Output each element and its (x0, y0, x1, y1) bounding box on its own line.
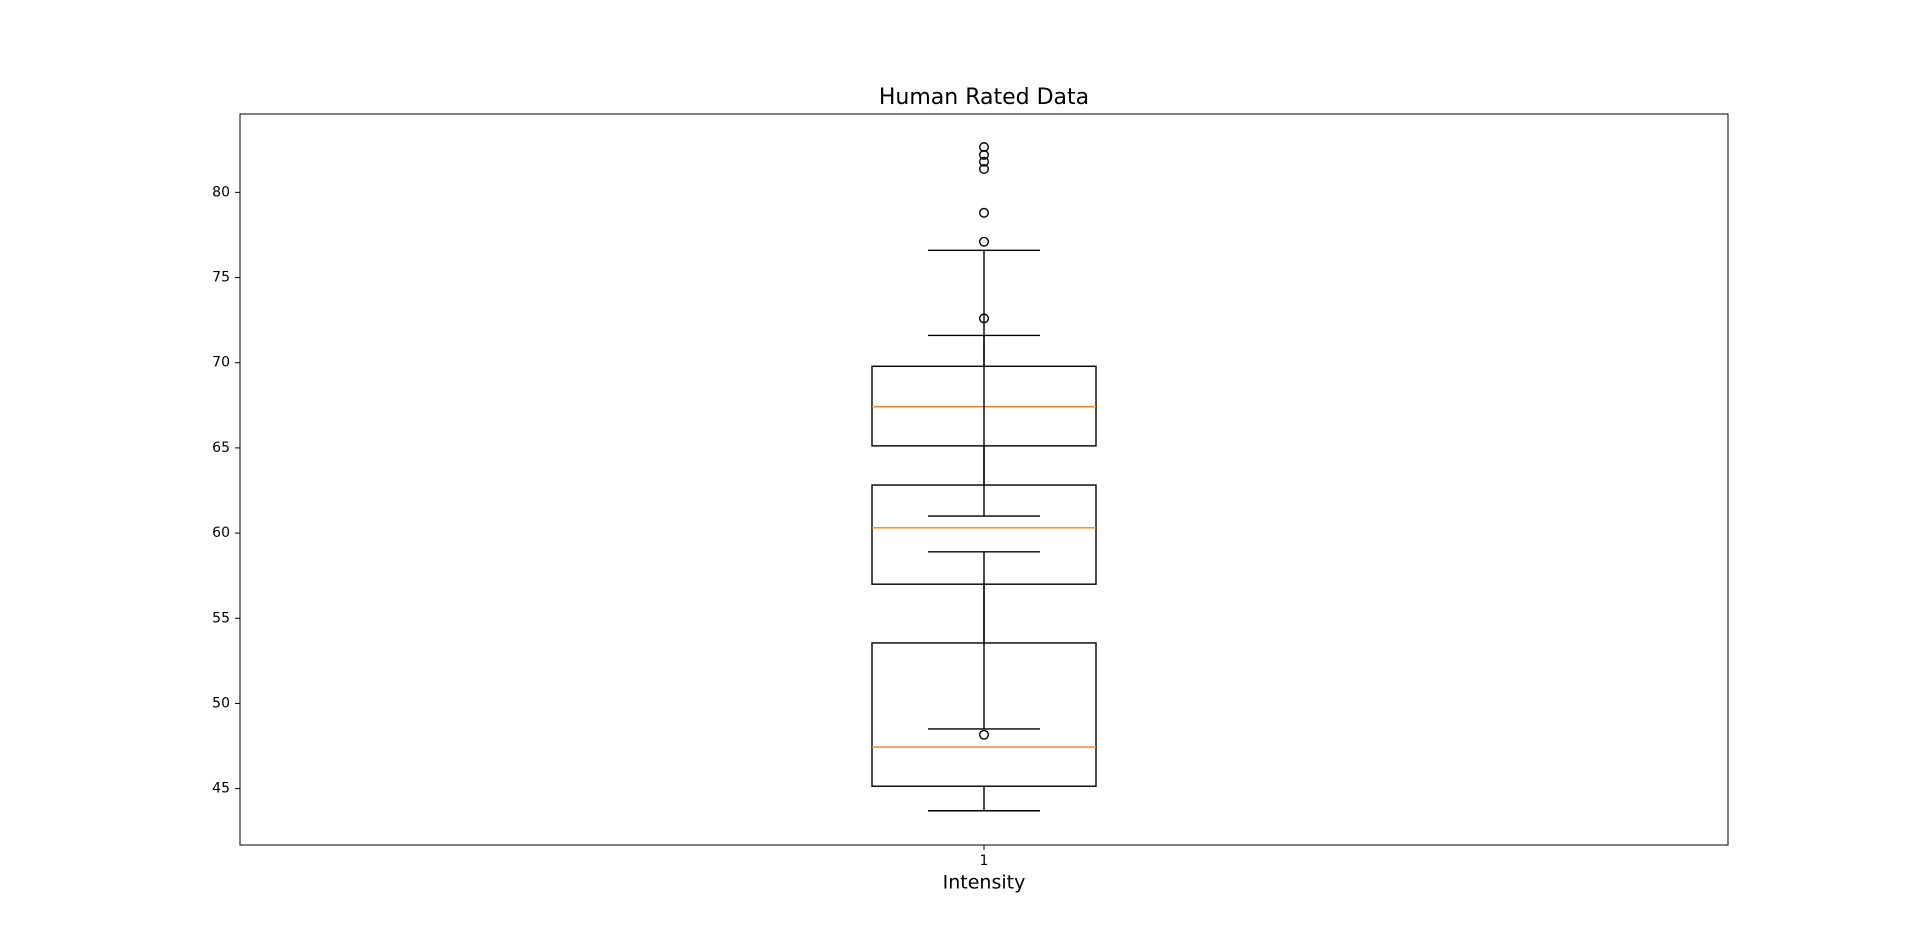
flier (979, 164, 990, 175)
y-tick-label: 75 (212, 270, 230, 286)
flier (979, 236, 990, 247)
plot-frame (239, 113, 1729, 846)
y-tick-label: 65 (212, 440, 230, 456)
y-tick-label: 55 (212, 610, 230, 626)
x-axis-label: Intensity (943, 872, 1026, 894)
flier (979, 207, 990, 218)
flier (979, 156, 990, 167)
flier (979, 149, 990, 160)
y-tick-label: 50 (212, 695, 230, 711)
y-tick-label: 80 (212, 184, 230, 200)
flier (979, 729, 990, 740)
chart-title: Human Rated Data (879, 85, 1089, 110)
flier (979, 142, 990, 153)
y-tick-label: 70 (212, 355, 230, 371)
box (871, 642, 1097, 787)
x-tick-label: 1 (980, 853, 989, 869)
y-tick-label: 60 (212, 525, 230, 541)
y-tick-label: 45 (212, 781, 230, 797)
